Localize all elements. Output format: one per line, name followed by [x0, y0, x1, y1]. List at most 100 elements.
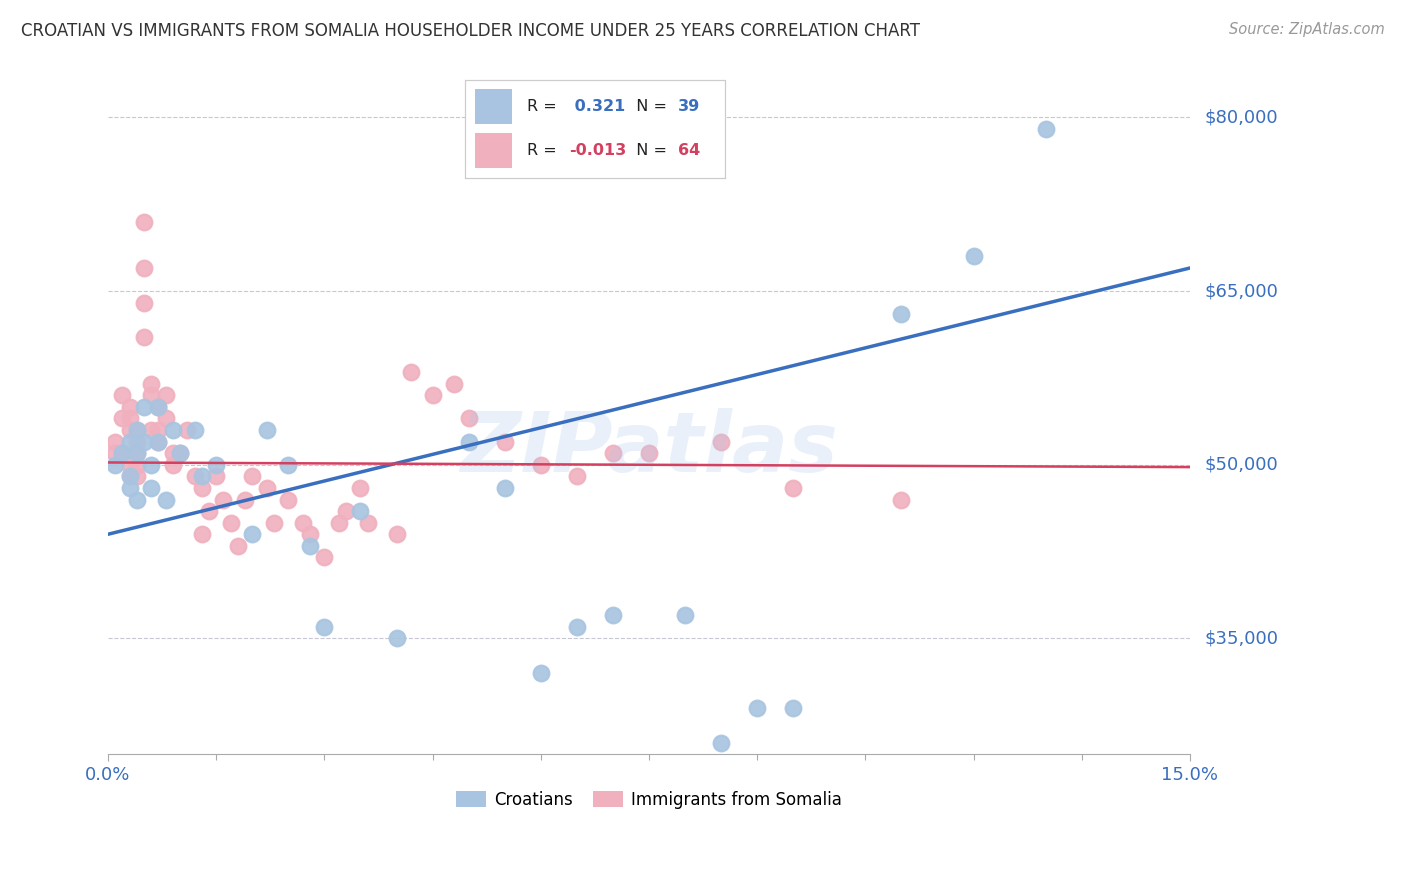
Point — [125, 458, 148, 472]
Point — [277, 458, 299, 472]
Point — [314, 550, 336, 565]
Point — [118, 400, 141, 414]
Point — [118, 469, 141, 483]
Point — [263, 516, 285, 530]
Point — [530, 458, 553, 472]
Point — [422, 388, 444, 402]
Point — [328, 516, 350, 530]
Point — [530, 666, 553, 681]
Point — [118, 469, 141, 483]
Point — [191, 469, 214, 483]
Point — [782, 701, 804, 715]
Point — [205, 458, 228, 472]
Point — [104, 434, 127, 449]
Point — [890, 307, 912, 321]
Point — [782, 481, 804, 495]
Point — [176, 423, 198, 437]
Point — [148, 434, 170, 449]
Point — [118, 481, 141, 495]
Point — [602, 446, 624, 460]
Point — [494, 434, 516, 449]
Point — [226, 539, 249, 553]
Point — [356, 516, 378, 530]
Point — [169, 446, 191, 460]
Point — [457, 411, 479, 425]
Point — [125, 469, 148, 483]
Point — [132, 330, 155, 344]
Point — [162, 458, 184, 472]
Point — [148, 400, 170, 414]
Point — [385, 632, 408, 646]
Point — [565, 469, 588, 483]
Point — [291, 516, 314, 530]
Point — [191, 527, 214, 541]
Text: CROATIAN VS IMMIGRANTS FROM SOMALIA HOUSEHOLDER INCOME UNDER 25 YEARS CORRELATIO: CROATIAN VS IMMIGRANTS FROM SOMALIA HOUS… — [21, 22, 920, 40]
Point — [399, 365, 422, 379]
Point — [132, 434, 155, 449]
Point — [233, 492, 256, 507]
Point — [104, 458, 127, 472]
Point — [118, 434, 141, 449]
Text: ZIPatlas: ZIPatlas — [460, 408, 838, 489]
Point — [148, 400, 170, 414]
Point — [141, 376, 163, 391]
Point — [1035, 122, 1057, 136]
Point — [673, 608, 696, 623]
Text: $50,000: $50,000 — [1205, 456, 1278, 474]
Point — [890, 492, 912, 507]
Point — [183, 423, 205, 437]
Point — [141, 388, 163, 402]
Point — [132, 400, 155, 414]
Point — [111, 446, 134, 460]
Point — [118, 411, 141, 425]
Point — [148, 423, 170, 437]
Point — [443, 376, 465, 391]
Point — [638, 446, 661, 460]
Point — [747, 701, 769, 715]
Point — [256, 423, 278, 437]
Point — [198, 504, 221, 518]
Point — [125, 492, 148, 507]
Point — [335, 504, 357, 518]
Point — [240, 469, 263, 483]
Point — [710, 434, 733, 449]
Point — [205, 469, 228, 483]
Point — [298, 539, 321, 553]
Point — [132, 260, 155, 275]
Point — [219, 516, 242, 530]
Point — [118, 458, 141, 472]
Point — [962, 249, 984, 263]
Point — [155, 492, 177, 507]
Point — [191, 481, 214, 495]
Point — [148, 434, 170, 449]
Point — [155, 388, 177, 402]
Point — [111, 388, 134, 402]
Point — [111, 446, 134, 460]
Point — [256, 481, 278, 495]
Point — [125, 423, 148, 437]
Text: $35,000: $35,000 — [1205, 630, 1278, 648]
Point — [602, 608, 624, 623]
Point — [385, 527, 408, 541]
Point — [141, 458, 163, 472]
Text: $80,000: $80,000 — [1205, 109, 1278, 127]
Point — [240, 527, 263, 541]
Legend: Croatians, Immigrants from Somalia: Croatians, Immigrants from Somalia — [449, 784, 849, 815]
Point — [212, 492, 235, 507]
Point — [183, 469, 205, 483]
Point — [125, 423, 148, 437]
Point — [111, 411, 134, 425]
Point — [349, 504, 371, 518]
Point — [298, 527, 321, 541]
Point — [710, 736, 733, 750]
Point — [277, 492, 299, 507]
Text: Source: ZipAtlas.com: Source: ZipAtlas.com — [1229, 22, 1385, 37]
Point — [125, 434, 148, 449]
Point — [565, 620, 588, 634]
Point — [169, 446, 191, 460]
Point — [457, 434, 479, 449]
Point — [494, 481, 516, 495]
Point — [162, 446, 184, 460]
Point — [132, 295, 155, 310]
Point — [125, 446, 148, 460]
